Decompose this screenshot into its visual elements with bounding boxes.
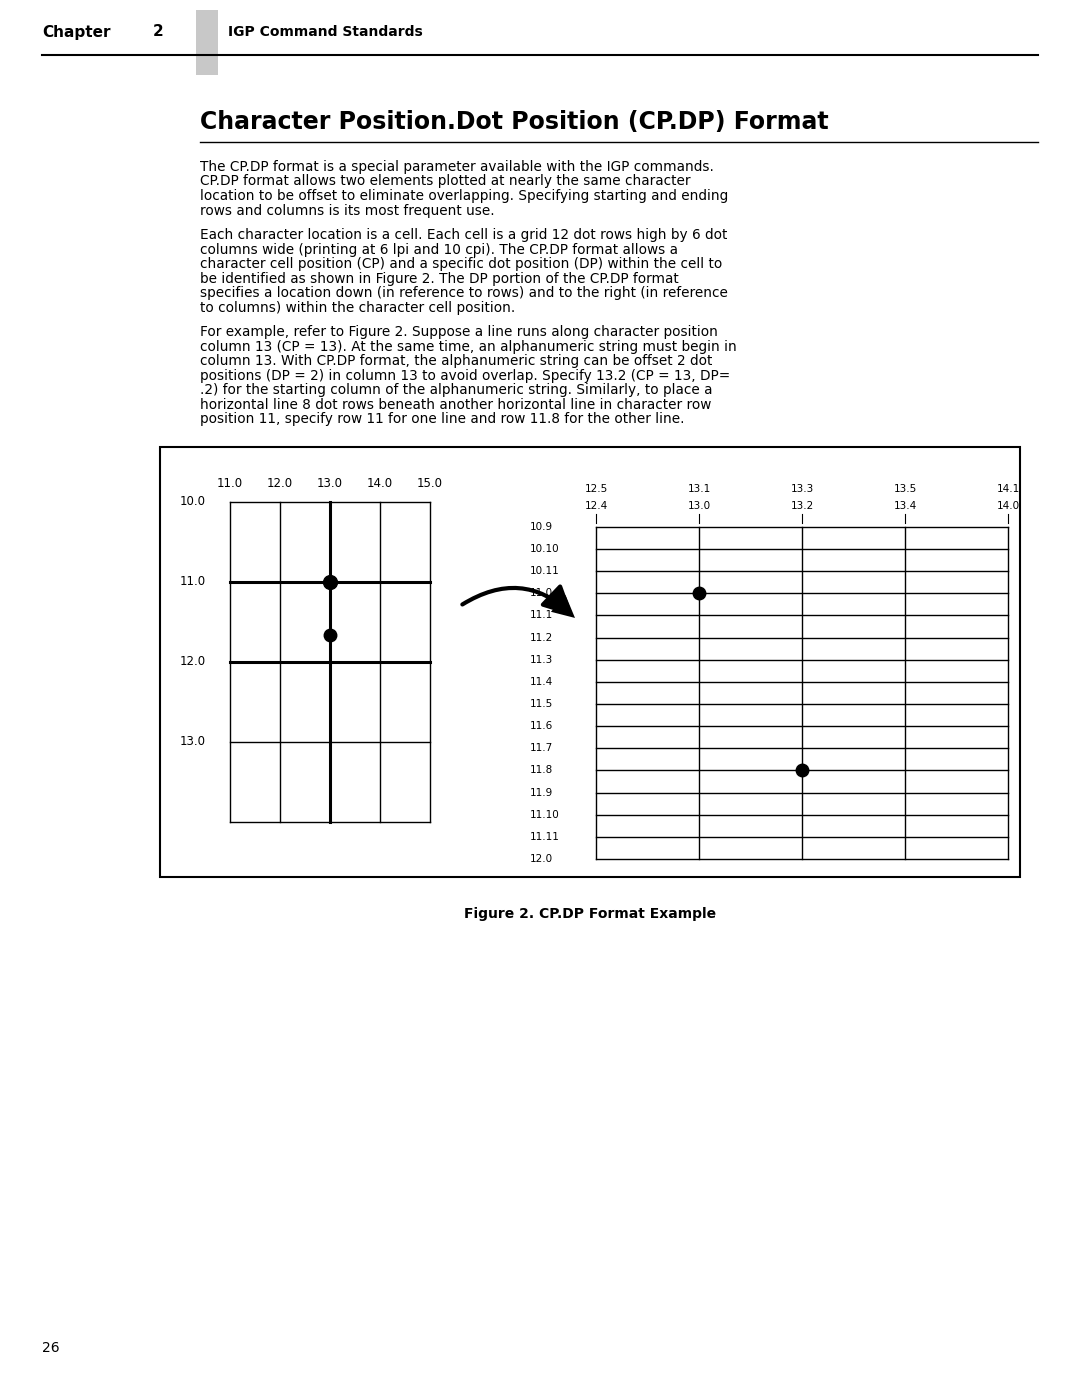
Text: 11.1: 11.1 xyxy=(530,610,553,620)
Text: 14.0: 14.0 xyxy=(367,476,393,490)
Text: Chapter: Chapter xyxy=(42,25,110,39)
Text: 11.4: 11.4 xyxy=(530,678,553,687)
Text: to columns) within the character cell position.: to columns) within the character cell po… xyxy=(200,300,515,314)
Bar xyxy=(195,10,218,75)
Text: 11.7: 11.7 xyxy=(530,743,553,753)
Text: 11.3: 11.3 xyxy=(530,655,553,665)
Text: location to be offset to eliminate overlapping. Specifying starting and ending: location to be offset to eliminate overl… xyxy=(200,189,728,203)
Text: 12.0: 12.0 xyxy=(530,854,553,863)
Text: 2: 2 xyxy=(152,25,163,39)
Text: columns wide (printing at 6 lpi and 10 cpi). The CP.DP format allows a: columns wide (printing at 6 lpi and 10 c… xyxy=(200,243,678,257)
Text: 10.9: 10.9 xyxy=(530,522,553,532)
Text: For example, refer to Figure 2. Suppose a line runs along character position: For example, refer to Figure 2. Suppose … xyxy=(200,326,718,339)
Text: Character Position.Dot Position (CP.DP) Format: Character Position.Dot Position (CP.DP) … xyxy=(200,110,828,134)
Text: 13.3: 13.3 xyxy=(791,483,813,495)
Text: 13.0: 13.0 xyxy=(688,502,711,511)
Text: 14.0: 14.0 xyxy=(997,502,1020,511)
Text: The CP.DP format is a special parameter available with the IGP commands.: The CP.DP format is a special parameter … xyxy=(200,161,714,175)
Text: 10.0: 10.0 xyxy=(180,496,206,509)
Text: 10.11: 10.11 xyxy=(530,566,559,576)
Text: 11.9: 11.9 xyxy=(530,788,553,798)
Text: 26: 26 xyxy=(42,1341,59,1355)
Text: character cell position (CP) and a specific dot position (DP) within the cell to: character cell position (CP) and a speci… xyxy=(200,257,723,271)
Text: IGP Command Standards: IGP Command Standards xyxy=(228,25,422,39)
Text: position 11, specify row 11 for one line and row 11.8 for the other line.: position 11, specify row 11 for one line… xyxy=(200,412,685,426)
Text: 11.0: 11.0 xyxy=(217,476,243,490)
Text: .2) for the starting column of the alphanumeric string. Similarly, to place a: .2) for the starting column of the alpha… xyxy=(200,383,713,397)
Text: 11.6: 11.6 xyxy=(530,721,553,731)
Text: positions (DP = 2) in column 13 to avoid overlap. Specify 13.2 (CP = 13, DP=: positions (DP = 2) in column 13 to avoid… xyxy=(200,369,730,383)
Text: be identified as shown in Figure 2. The DP portion of the CP.DP format: be identified as shown in Figure 2. The … xyxy=(200,271,678,285)
FancyArrowPatch shape xyxy=(462,587,569,613)
Bar xyxy=(160,447,1020,877)
Text: 15.0: 15.0 xyxy=(417,476,443,490)
Text: horizontal line 8 dot rows beneath another horizontal line in character row: horizontal line 8 dot rows beneath anoth… xyxy=(200,398,712,412)
Text: 13.0: 13.0 xyxy=(180,735,206,749)
Text: rows and columns is its most frequent use.: rows and columns is its most frequent us… xyxy=(200,204,495,218)
Text: column 13 (CP = 13). At the same time, an alphanumeric string must begin in: column 13 (CP = 13). At the same time, a… xyxy=(200,339,737,353)
Text: 10.10: 10.10 xyxy=(530,543,559,555)
Text: 11.2: 11.2 xyxy=(530,633,553,643)
Text: 13.0: 13.0 xyxy=(318,476,343,490)
Text: 13.2: 13.2 xyxy=(791,502,813,511)
Text: 14.1: 14.1 xyxy=(997,483,1020,495)
Text: 12.0: 12.0 xyxy=(267,476,293,490)
Text: 13.1: 13.1 xyxy=(687,483,711,495)
Text: 11.0: 11.0 xyxy=(180,576,206,588)
Text: 11.8: 11.8 xyxy=(530,766,553,775)
Text: Figure 2. CP.DP Format Example: Figure 2. CP.DP Format Example xyxy=(464,907,716,921)
Text: CP.DP format allows two elements plotted at nearly the same character: CP.DP format allows two elements plotted… xyxy=(200,175,690,189)
Text: 13.4: 13.4 xyxy=(893,502,917,511)
Text: 12.5: 12.5 xyxy=(584,483,608,495)
Text: 11.5: 11.5 xyxy=(530,698,553,710)
Text: 12.4: 12.4 xyxy=(584,502,608,511)
Text: 11.10: 11.10 xyxy=(530,810,559,820)
Text: 11.11: 11.11 xyxy=(530,831,559,842)
Text: 12.0: 12.0 xyxy=(180,655,206,668)
Text: column 13. With CP.DP format, the alphanumeric string can be offset 2 dot: column 13. With CP.DP format, the alphan… xyxy=(200,355,713,369)
Text: Each character location is a cell. Each cell is a grid 12 dot rows high by 6 dot: Each character location is a cell. Each … xyxy=(200,228,727,242)
Text: 11.0: 11.0 xyxy=(530,588,553,598)
Text: 13.5: 13.5 xyxy=(893,483,917,495)
Text: specifies a location down (in reference to rows) and to the right (in reference: specifies a location down (in reference … xyxy=(200,286,728,300)
